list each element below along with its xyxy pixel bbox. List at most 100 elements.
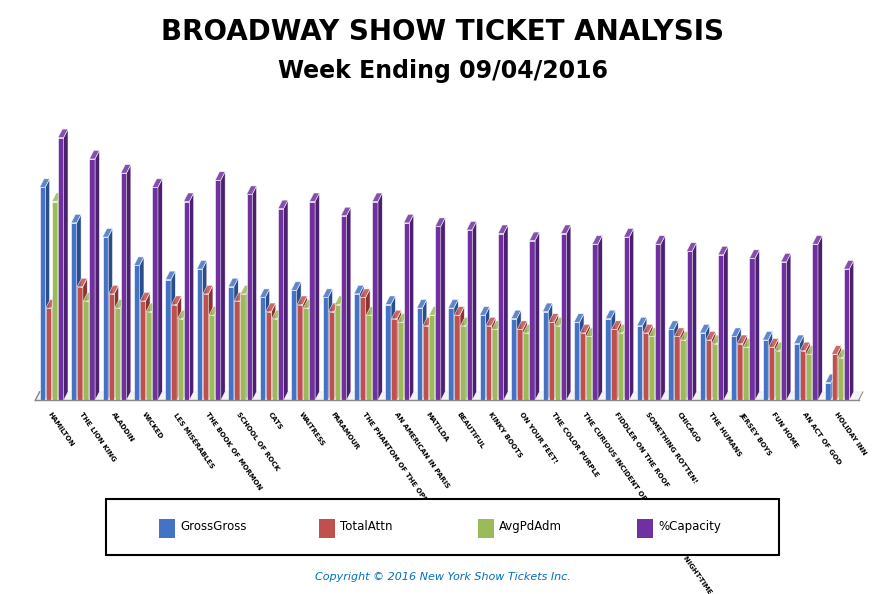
Polygon shape xyxy=(554,314,558,400)
Polygon shape xyxy=(806,354,812,400)
Polygon shape xyxy=(45,179,50,400)
Text: TotalAttn: TotalAttn xyxy=(340,520,392,533)
Polygon shape xyxy=(158,179,162,400)
Polygon shape xyxy=(103,229,112,237)
Polygon shape xyxy=(278,310,282,400)
Polygon shape xyxy=(89,159,95,400)
Polygon shape xyxy=(335,303,339,400)
Polygon shape xyxy=(643,324,653,333)
Polygon shape xyxy=(692,243,696,400)
Polygon shape xyxy=(410,214,414,400)
Polygon shape xyxy=(497,321,502,400)
Polygon shape xyxy=(837,349,848,358)
Polygon shape xyxy=(429,307,439,315)
Polygon shape xyxy=(354,294,359,400)
Polygon shape xyxy=(486,326,491,400)
Polygon shape xyxy=(146,292,150,400)
Polygon shape xyxy=(83,301,89,400)
Polygon shape xyxy=(52,193,62,201)
Polygon shape xyxy=(366,289,370,400)
Polygon shape xyxy=(89,150,99,159)
Polygon shape xyxy=(64,129,68,400)
Polygon shape xyxy=(297,296,307,305)
Polygon shape xyxy=(731,336,737,400)
Polygon shape xyxy=(423,317,433,326)
Polygon shape xyxy=(466,222,477,230)
Polygon shape xyxy=(774,339,779,400)
Polygon shape xyxy=(586,328,596,336)
Polygon shape xyxy=(114,285,119,400)
Polygon shape xyxy=(165,280,171,400)
Polygon shape xyxy=(303,296,307,400)
Polygon shape xyxy=(404,314,408,400)
Polygon shape xyxy=(328,303,339,312)
Polygon shape xyxy=(140,257,144,400)
Polygon shape xyxy=(259,298,266,400)
Polygon shape xyxy=(580,333,586,400)
Polygon shape xyxy=(146,312,152,400)
Polygon shape xyxy=(177,296,181,400)
Polygon shape xyxy=(517,329,523,400)
Polygon shape xyxy=(272,303,276,400)
Polygon shape xyxy=(712,331,716,400)
Polygon shape xyxy=(624,229,634,237)
Polygon shape xyxy=(523,321,527,400)
Polygon shape xyxy=(404,223,410,400)
Polygon shape xyxy=(460,307,465,400)
Polygon shape xyxy=(454,315,460,400)
Polygon shape xyxy=(385,296,396,305)
Polygon shape xyxy=(109,285,119,294)
Polygon shape xyxy=(480,315,485,400)
Polygon shape xyxy=(134,257,144,266)
Polygon shape xyxy=(549,314,558,323)
Polygon shape xyxy=(366,307,376,315)
Polygon shape xyxy=(598,236,603,400)
Polygon shape xyxy=(215,172,225,180)
Polygon shape xyxy=(806,346,816,354)
Polygon shape xyxy=(523,324,534,333)
Polygon shape xyxy=(354,285,364,294)
Polygon shape xyxy=(378,193,382,400)
Polygon shape xyxy=(83,278,88,400)
Polygon shape xyxy=(404,214,414,223)
Polygon shape xyxy=(826,374,835,383)
Polygon shape xyxy=(235,292,244,301)
Polygon shape xyxy=(718,247,728,255)
Text: BROADWAY SHOW TICKET ANALYSIS: BROADWAY SHOW TICKET ANALYSIS xyxy=(161,18,724,46)
Polygon shape xyxy=(341,207,350,216)
Polygon shape xyxy=(837,346,842,400)
Polygon shape xyxy=(315,193,319,400)
Polygon shape xyxy=(529,232,540,241)
Polygon shape xyxy=(755,250,759,400)
Polygon shape xyxy=(743,335,747,400)
Polygon shape xyxy=(843,349,848,400)
Polygon shape xyxy=(674,328,684,336)
Polygon shape xyxy=(850,261,854,400)
Polygon shape xyxy=(40,179,50,187)
Polygon shape xyxy=(423,326,428,400)
Polygon shape xyxy=(429,315,435,400)
Polygon shape xyxy=(700,324,710,333)
Polygon shape xyxy=(580,324,590,333)
Polygon shape xyxy=(77,278,88,287)
Polygon shape xyxy=(335,296,345,305)
Polygon shape xyxy=(58,193,62,400)
Polygon shape xyxy=(794,335,804,343)
Polygon shape xyxy=(209,285,213,400)
Polygon shape xyxy=(843,269,850,400)
Polygon shape xyxy=(310,201,315,400)
Polygon shape xyxy=(372,307,376,400)
Polygon shape xyxy=(108,229,112,400)
Polygon shape xyxy=(284,200,288,400)
Polygon shape xyxy=(360,289,370,298)
Polygon shape xyxy=(178,310,188,319)
Polygon shape xyxy=(322,289,333,298)
Polygon shape xyxy=(272,310,282,319)
Polygon shape xyxy=(543,303,552,312)
Polygon shape xyxy=(787,254,791,400)
Polygon shape xyxy=(291,290,296,400)
Polygon shape xyxy=(763,340,768,400)
Polygon shape xyxy=(617,321,621,400)
Polygon shape xyxy=(491,317,496,400)
Polygon shape xyxy=(134,266,140,400)
